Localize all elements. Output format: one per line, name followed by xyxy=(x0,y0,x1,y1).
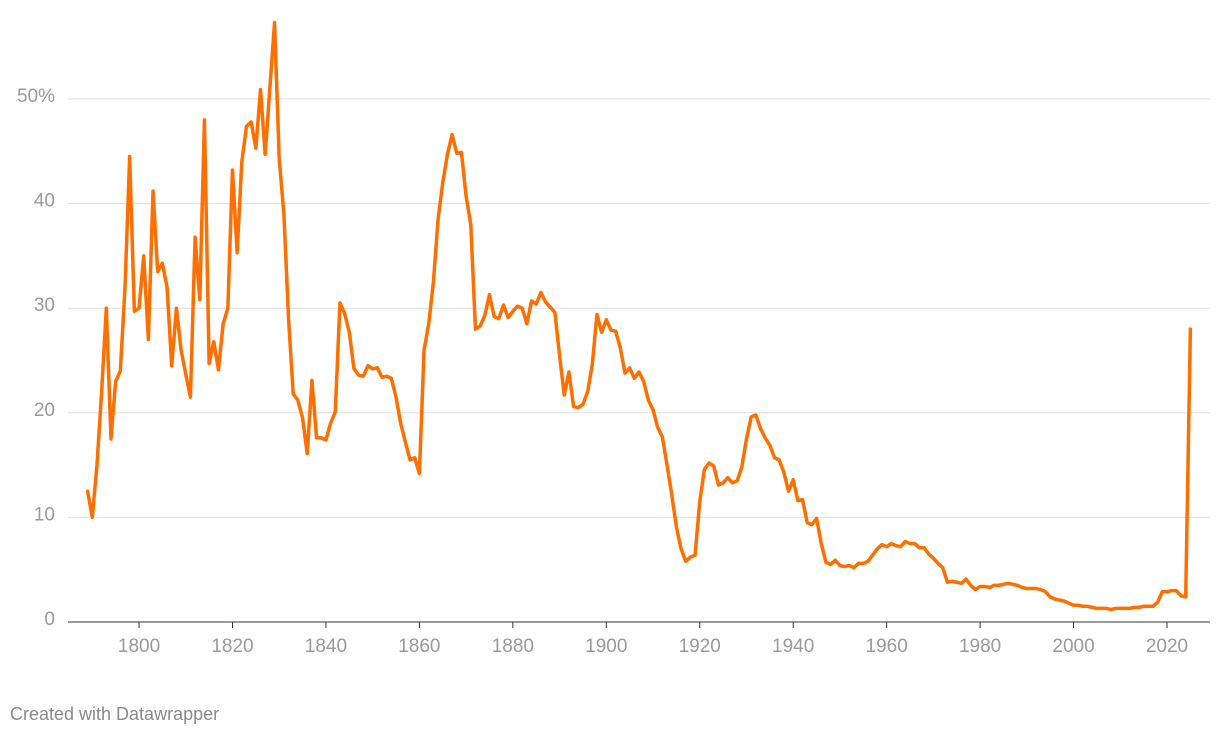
line xyxy=(85,20,1193,612)
y-tick-label: 50% xyxy=(17,86,55,107)
x-tick-label: 1800 xyxy=(118,636,160,657)
credit: Created with Datawrapper xyxy=(10,704,219,724)
y-tick-label: 0 xyxy=(44,609,55,630)
x-tick-label: 1880 xyxy=(492,636,534,657)
x-tick-label: 2020 xyxy=(1146,636,1188,657)
y-tick-label: 30 xyxy=(34,295,55,316)
x-tick-label: 1840 xyxy=(305,636,347,657)
x-tick-label: 2000 xyxy=(1052,636,1094,657)
x-tick-label: 1860 xyxy=(398,636,440,657)
y-tick-label: 10 xyxy=(34,504,55,525)
x-tick-label: 1820 xyxy=(211,636,253,657)
y-tick-label: 40 xyxy=(34,191,55,212)
x-tick-label: 1900 xyxy=(585,636,627,657)
x-tick-label: 1960 xyxy=(866,636,908,657)
x-tick-label: 1920 xyxy=(679,636,721,657)
x-tick-label: 1980 xyxy=(959,636,1001,657)
y-tick-label: 20 xyxy=(34,400,55,421)
x-tick-label: 1940 xyxy=(772,636,814,657)
